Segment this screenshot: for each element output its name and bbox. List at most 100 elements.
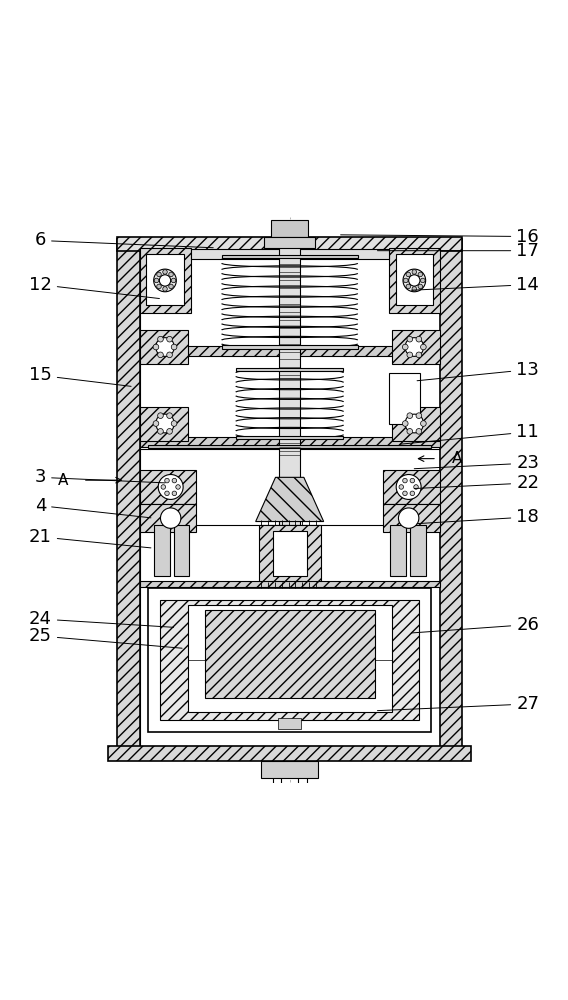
Circle shape	[408, 275, 420, 286]
Text: 25: 25	[29, 627, 182, 648]
Bar	[261, 761, 318, 778]
Circle shape	[163, 270, 168, 274]
Bar	[236, 368, 344, 371]
Bar	[236, 436, 344, 439]
Text: 22: 22	[414, 474, 539, 492]
Circle shape	[402, 421, 408, 426]
Bar	[190, 249, 389, 259]
Circle shape	[167, 336, 172, 342]
Circle shape	[420, 344, 426, 350]
Text: 18: 18	[417, 508, 539, 526]
Circle shape	[161, 485, 166, 489]
Text: 23: 23	[414, 454, 539, 472]
Circle shape	[420, 421, 426, 426]
Circle shape	[403, 478, 407, 483]
Bar	[390, 525, 406, 576]
Bar	[383, 504, 440, 532]
Text: 13: 13	[417, 361, 539, 381]
Circle shape	[418, 272, 423, 277]
Text: 17: 17	[377, 242, 539, 260]
Bar	[383, 470, 440, 504]
Circle shape	[163, 287, 168, 291]
Text: A: A	[452, 451, 462, 466]
Text: 3: 3	[35, 468, 165, 486]
Polygon shape	[256, 477, 324, 522]
Circle shape	[157, 284, 161, 289]
Bar	[108, 746, 471, 761]
Text: 15: 15	[29, 366, 131, 386]
Circle shape	[176, 485, 180, 489]
Circle shape	[414, 485, 418, 489]
Text: 6: 6	[35, 231, 213, 249]
Circle shape	[403, 269, 425, 292]
Bar	[173, 525, 189, 576]
Circle shape	[410, 491, 415, 496]
Text: 24: 24	[29, 610, 174, 628]
Text: 4: 4	[35, 497, 151, 518]
Circle shape	[420, 278, 425, 283]
Circle shape	[153, 421, 159, 426]
Bar	[187, 605, 392, 712]
Circle shape	[412, 270, 416, 274]
Bar	[440, 239, 462, 748]
Text: 11: 11	[400, 423, 539, 444]
Circle shape	[405, 414, 424, 433]
Circle shape	[416, 352, 421, 358]
Circle shape	[158, 429, 164, 434]
Circle shape	[157, 272, 161, 277]
Bar	[140, 251, 440, 748]
Circle shape	[171, 421, 177, 426]
Bar	[140, 248, 190, 313]
Bar	[204, 610, 375, 698]
Text: A: A	[58, 473, 68, 488]
Bar	[117, 239, 140, 748]
Circle shape	[399, 508, 419, 528]
Bar	[273, 531, 307, 576]
Bar	[140, 437, 440, 447]
Circle shape	[171, 344, 177, 350]
Circle shape	[405, 338, 424, 356]
Bar	[258, 525, 321, 582]
Circle shape	[158, 336, 164, 342]
Circle shape	[156, 414, 174, 433]
Circle shape	[407, 336, 412, 342]
Circle shape	[158, 352, 164, 358]
Circle shape	[403, 491, 407, 496]
Circle shape	[407, 429, 412, 434]
Circle shape	[412, 287, 416, 291]
Text: 12: 12	[29, 276, 160, 299]
Circle shape	[402, 344, 408, 350]
Bar	[148, 445, 431, 448]
Bar	[389, 373, 420, 424]
Bar	[147, 254, 183, 305]
Text: 26: 26	[411, 616, 539, 634]
Circle shape	[172, 491, 177, 496]
Circle shape	[156, 338, 174, 356]
Bar	[392, 330, 440, 364]
Circle shape	[410, 478, 415, 483]
Bar	[140, 470, 196, 504]
Circle shape	[396, 475, 421, 499]
Circle shape	[167, 413, 172, 418]
Circle shape	[154, 278, 159, 283]
Bar	[396, 254, 433, 305]
Circle shape	[165, 478, 169, 483]
Bar	[117, 237, 462, 251]
Circle shape	[407, 413, 412, 418]
Bar	[265, 237, 315, 248]
Bar	[161, 600, 419, 720]
Circle shape	[167, 429, 172, 434]
Bar	[272, 220, 308, 237]
Bar	[222, 345, 358, 349]
Circle shape	[406, 284, 411, 289]
Text: 14: 14	[411, 276, 539, 294]
Circle shape	[416, 413, 421, 418]
Circle shape	[158, 413, 164, 418]
Bar	[389, 248, 440, 313]
Bar	[392, 407, 440, 441]
Circle shape	[416, 429, 421, 434]
Bar	[222, 255, 358, 258]
Bar	[148, 588, 431, 732]
Circle shape	[169, 284, 173, 289]
Circle shape	[172, 478, 177, 483]
